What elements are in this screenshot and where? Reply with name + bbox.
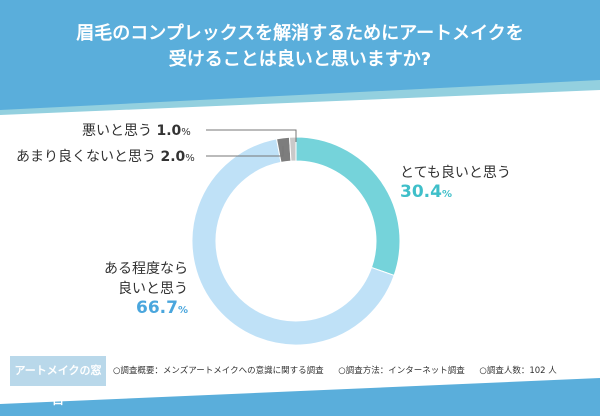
label-text: あまり良くないと思う xyxy=(16,149,156,165)
footer-band xyxy=(0,378,600,416)
slice-bad xyxy=(288,136,297,162)
survey-notes: ○調査概要：メンズアートメイクへの意識に関する調査 ○調査方法：インターネット調… xyxy=(113,364,569,376)
header-band xyxy=(0,0,600,110)
note-overview: ○調査概要：メンズアートメイクへの意識に関する調査 xyxy=(113,366,324,376)
title-line-2: 受けることは良いと思いますか? xyxy=(168,49,432,70)
label-text-2: 良いと思う xyxy=(118,281,188,297)
label-very-good: とても良いと思う 30.4% xyxy=(400,162,511,202)
brand-logo: アートメイクの窓口 xyxy=(10,356,106,407)
label-value: 66.7 xyxy=(136,298,178,318)
label-somewhat-good: ある程度なら 良いと思う 66.7% xyxy=(92,258,188,318)
label-unit: % xyxy=(177,305,188,316)
slice-very-good xyxy=(295,136,401,277)
label-not-good: あまり良くないと思う 2.0% xyxy=(16,146,195,166)
slice-somewhat-good xyxy=(191,138,395,346)
label-value: 2.0 xyxy=(160,149,186,165)
label-unit: % xyxy=(441,189,452,200)
donut-chart xyxy=(191,136,401,346)
leader-lines xyxy=(206,129,297,157)
title-line-1: 眉毛のコンプレックスを解消するためにアートメイクを xyxy=(76,23,524,44)
label-unit: % xyxy=(185,153,195,164)
label-unit: % xyxy=(181,127,191,138)
note-count: ○調査人数：102 人 xyxy=(479,366,557,376)
note-method: ○調査方法：インターネット調査 xyxy=(338,366,465,376)
label-text: 悪いと思う xyxy=(82,123,152,139)
label-text: とても良いと思う xyxy=(400,165,511,181)
label-value: 1.0 xyxy=(156,123,182,139)
chart-title: 眉毛のコンプレックスを解消するためにアートメイクを 受けることは良いと思いますか… xyxy=(0,21,600,73)
label-bad: 悪いと思う 1.0% xyxy=(82,120,191,140)
label-value: 30.4 xyxy=(400,182,442,202)
label-text-1: ある程度なら xyxy=(104,261,188,277)
